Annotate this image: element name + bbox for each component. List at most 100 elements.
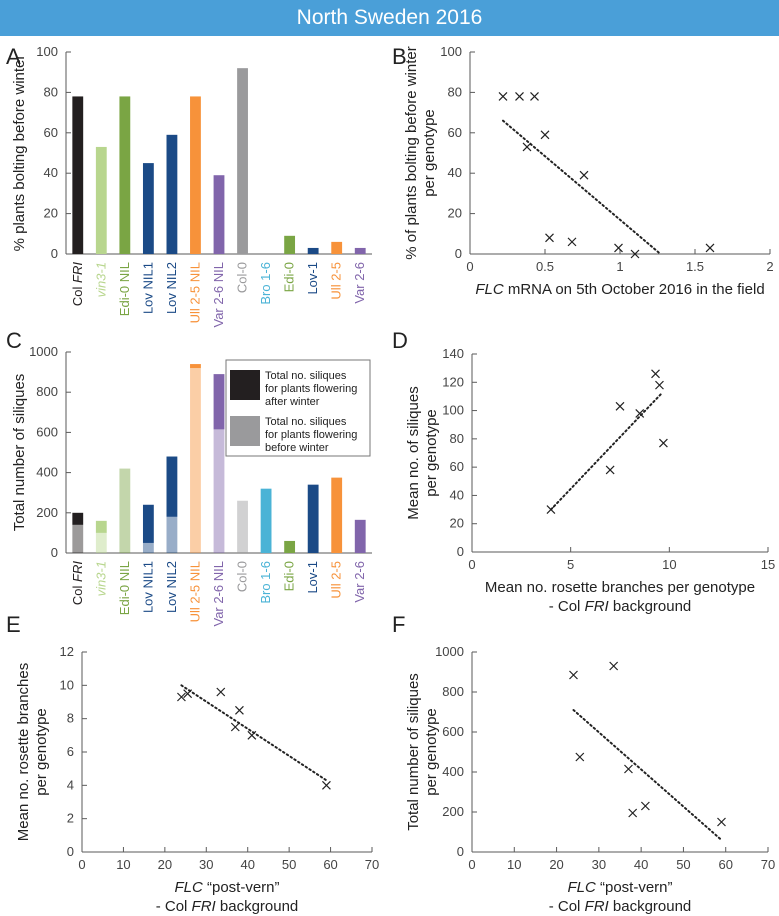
panel-c-category-label: Lov-1 xyxy=(305,561,320,594)
panel-d-y-tick-label: 20 xyxy=(450,516,464,531)
panel-f-x-tick-label: 20 xyxy=(549,857,563,872)
panel-a-category-label: Lov-1 xyxy=(305,262,320,295)
panel-e-y-tick-label: 2 xyxy=(67,811,74,826)
panel-b-y-tick-label: 40 xyxy=(448,165,462,180)
panel-b-y-label-line-1: % of plants bolting before winter xyxy=(403,46,420,259)
panel-f-point-2 xyxy=(575,752,585,762)
panel-f-x-tick-label: 40 xyxy=(634,857,648,872)
panel-c-category-label: Ull 2-5 NIL xyxy=(187,561,202,622)
panel-d-y-tick-label: 0 xyxy=(457,544,464,559)
panel-d-x-label-line-2: - Col FRI background xyxy=(549,598,692,615)
panel-a-bar-5 xyxy=(166,134,178,254)
panel-b-point-9 xyxy=(614,243,623,253)
figure-title: North Sweden 2016 xyxy=(296,6,483,29)
panel-a-bar-chart: A 0 20 40 60 80 100 Col FRI vin3-1 Edi-0 NIL Lov … xyxy=(6,44,372,328)
panel-b-letter: B xyxy=(392,44,407,69)
panel-a-category-label: Col-0 xyxy=(235,262,250,293)
panel-f-x-label-line-1: FLC “post-vern” xyxy=(567,879,672,896)
panel-f-x-label-line-2: - Col FRI background xyxy=(549,898,692,915)
panel-c-bar-after-7 xyxy=(213,374,225,430)
panel-d-y-label-line-2: per genotype xyxy=(423,409,440,497)
panel-c-y-tick-label: 1000 xyxy=(29,344,58,359)
panel-c-bar-before-8 xyxy=(237,500,248,553)
panel-f-point-5 xyxy=(628,808,638,818)
panel-f-letter: F xyxy=(392,612,405,637)
panel-a-bar-3 xyxy=(119,96,131,254)
figure-banner: North Sweden 2016 xyxy=(0,0,779,36)
panel-a-category-label: Edi-0 NIL xyxy=(117,262,132,316)
panel-c-bar-before-5 xyxy=(166,516,178,553)
panel-a-category-label: Lov NIL1 xyxy=(140,262,155,314)
panel-a-y-tick-label: 60 xyxy=(44,125,58,140)
panel-c-category-label: vin3-1 xyxy=(93,561,108,596)
panel-c-bar-before-2 xyxy=(95,532,107,553)
panel-c-bar-after-9 xyxy=(260,488,272,553)
panel-c-category-label: Col FRI xyxy=(70,561,85,605)
panel-f-point-3 xyxy=(609,661,619,671)
panel-b-point-2 xyxy=(515,92,524,101)
panel-b-y-label-line-2: per genotype xyxy=(421,109,438,197)
panel-f-point-6 xyxy=(640,801,650,811)
panel-b-y-tick-label: 0 xyxy=(455,246,462,261)
panel-c-letter: C xyxy=(6,328,22,353)
panel-f-y-tick-label: 1000 xyxy=(435,644,464,659)
panel-d-point-1 xyxy=(546,505,556,514)
panel-c-bar-before-6 xyxy=(190,368,201,553)
panel-f-y-tick-label: 200 xyxy=(442,804,464,819)
panel-a-y-tick-label: 80 xyxy=(44,84,58,99)
panel-e-x-label-line-2: - Col FRI background xyxy=(156,898,299,915)
panel-c-bar-after-2 xyxy=(95,520,107,533)
panel-b-trendline xyxy=(502,119,662,255)
panel-e-point-1 xyxy=(177,692,186,702)
panel-d-point-2 xyxy=(605,465,615,475)
panel-f-scatter: F 0 200 400 600 800 1000 0 10 20 30 40 50 60 70 Total … xyxy=(392,612,775,915)
panel-d-point-3 xyxy=(615,401,625,411)
panel-c-bar-after-1 xyxy=(72,512,84,525)
panel-d-letter: D xyxy=(392,328,408,353)
panel-f-y-label-line-2: per genotype xyxy=(423,708,440,796)
panel-c-category-label: Bro 1-6 xyxy=(258,561,273,604)
panel-b-x-label: FLC mRNA on 5th October 2016 in the fiel… xyxy=(475,281,764,298)
panel-c-y-tick-label: 400 xyxy=(36,465,58,480)
panel-a-category-label: vin3-1 xyxy=(93,262,108,297)
panel-e-y-label-line-2: per genotype xyxy=(33,708,50,796)
panel-b-point-3 xyxy=(530,92,539,101)
panel-f-y-tick-label: 400 xyxy=(442,764,464,779)
panel-e-letter: E xyxy=(6,612,21,637)
panel-b-y-tick-label: 80 xyxy=(448,84,462,99)
panel-e-x-label-line-1: FLC “post-vern” xyxy=(174,879,279,896)
panel-d-y-tick-label: 80 xyxy=(450,431,464,446)
panel-b-point-6 xyxy=(579,170,589,180)
panel-c-category-label: Var 2-6 xyxy=(352,561,367,603)
panel-d-point-7 xyxy=(658,438,668,448)
panel-a-category-label: Edi-0 xyxy=(282,262,297,292)
panel-b-y-tick-label: 60 xyxy=(448,125,462,140)
panel-c-bar-before-1 xyxy=(72,524,84,553)
panel-a-y-tick-label: 20 xyxy=(44,206,58,221)
panel-b-point-4 xyxy=(522,142,532,152)
panel-e-x-tick-label: 20 xyxy=(158,857,172,872)
panel-f-point-4 xyxy=(624,764,633,774)
panel-e-y-tick-label: 6 xyxy=(67,744,74,759)
panel-b-point-10 xyxy=(630,249,640,259)
panel-e-x-tick-label: 0 xyxy=(78,857,85,872)
panel-c-y-tick-label: 200 xyxy=(36,505,58,520)
panel-a-bar-8 xyxy=(237,68,248,254)
panel-e-point-2 xyxy=(183,689,193,699)
panel-b-y-tick-label: 100 xyxy=(440,44,462,59)
panel-c-y-tick-label: 800 xyxy=(36,384,58,399)
panel-d-y-tick-label: 60 xyxy=(450,459,464,474)
panel-c-category-label: Lov NIL1 xyxy=(140,561,155,613)
panel-a-category-label: Ull 2-5 NIL xyxy=(187,262,202,323)
panel-e-x-tick-label: 30 xyxy=(199,857,213,872)
panel-b-y-tick-label: 20 xyxy=(448,206,462,221)
panel-a-bar-6 xyxy=(190,96,201,254)
panel-e-x-tick-label: 50 xyxy=(282,857,296,872)
panel-d-y-tick-label: 100 xyxy=(442,403,464,418)
panel-f-x-tick-label: 30 xyxy=(592,857,606,872)
panel-a-bar-10 xyxy=(284,235,296,254)
panel-a-y-tick-label: 100 xyxy=(36,44,58,59)
panel-e-point-7 xyxy=(322,780,331,790)
panel-d-point-6 xyxy=(655,380,664,390)
panel-a-letter: A xyxy=(6,44,21,69)
